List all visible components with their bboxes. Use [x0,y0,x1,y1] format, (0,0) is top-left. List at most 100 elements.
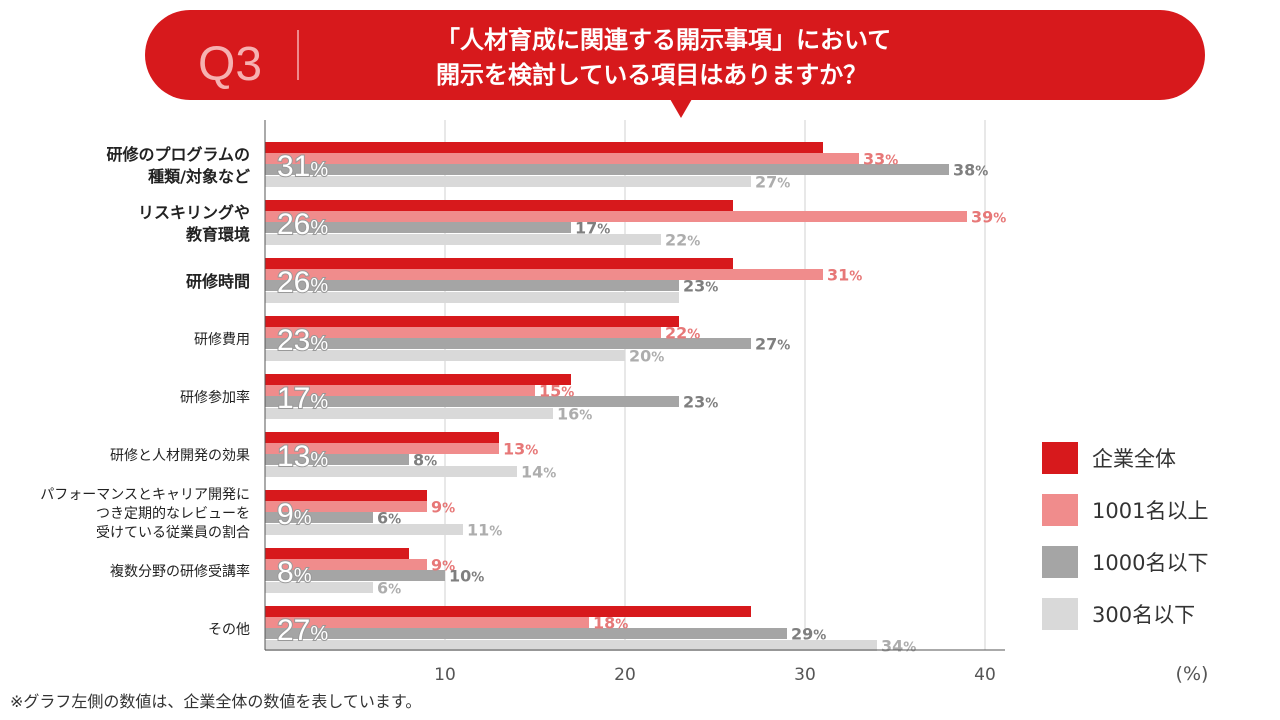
bar [265,443,499,454]
category-labels: 研修のプログラムの種類/対象などリスキリングや教育環境研修時間研修費用研修参加率… [40,145,250,638]
legend: 企業全体 1001名以上 1000名以下 300名以下 [1042,432,1208,640]
category-label: 受けている従業員の割合 [96,524,250,541]
percent-suffix: % [388,513,401,528]
legend-item-all: 企業全体 [1042,432,1208,484]
series-value-label: 8% [413,451,437,470]
overall-value-label: 26% [277,266,328,299]
percent-suffix: % [705,397,718,412]
bar [265,385,535,396]
series-value-label: 14% [521,463,556,482]
percent-suffix: % [849,270,862,285]
percent-suffix: % [777,339,790,354]
legend-label: 300名以下 [1092,603,1196,627]
bar [265,640,877,651]
legend-label: 1000名以下 [1092,551,1209,575]
percent-suffix: % [525,444,538,459]
percent-suffix: % [442,502,455,517]
series-value-label: 23% [683,277,718,296]
series-value-label: 6% [377,579,401,598]
percent-suffix: % [813,629,826,644]
legend-swatch [1042,546,1078,578]
percent-suffix: % [310,623,328,645]
bars: 31% 33% 38%27%26% 39%17%22%26% 31%23%23% 22% 2… [265,142,1006,656]
bar [265,292,679,303]
bar [265,316,679,327]
percent-suffix: % [310,391,328,413]
series-value-label: 38% [953,161,988,180]
series-value-label: 13% [503,440,538,459]
bar [265,176,751,187]
bar [265,396,679,407]
bar [265,222,571,233]
question-line-1: 「人材育成に関連する開示事項」において [436,26,891,54]
axes [264,120,1005,651]
bar [265,211,967,222]
bar [265,617,589,628]
category-label: その他 [208,622,250,638]
percent-suffix: % [597,223,610,238]
percent-suffix: % [885,154,898,169]
percent-suffix: % [489,525,502,540]
percent-suffix: % [579,409,592,424]
bar [265,164,949,175]
percent-suffix: % [388,583,401,598]
percent-suffix: % [975,165,988,180]
bar [265,200,733,211]
x-tick-label: 20 [614,665,636,685]
question-banner: Q3 「人材育成に関連する開示事項」において 開示を検討している項目はありますか… [145,10,1205,118]
bar [265,512,373,523]
unit-label: (%) [1176,663,1209,685]
bar [265,374,571,385]
series-value-label: 27% [755,173,790,192]
bar [265,350,625,361]
category-label: 研修時間 [186,272,250,291]
percent-suffix: % [687,235,700,250]
legend-label: 企業全体 [1092,447,1176,471]
series-value-label: 9% [431,498,455,517]
legend-swatch [1042,598,1078,630]
x-tick-label: 40 [974,665,996,685]
series-value-label: 39% [971,208,1006,227]
category-label: リスキリングや [138,203,250,222]
series-value-label: 17% [575,219,610,238]
percent-suffix: % [615,618,628,633]
x-tick-label: 10 [434,665,456,685]
percent-suffix: % [471,571,484,586]
bar [265,501,427,512]
bar [265,280,679,291]
percent-suffix: % [993,212,1006,227]
footnote: ※グラフ左側の数値は、企業全体の数値を表しています。 [10,692,422,711]
bar [265,269,823,280]
overall-value-label: 17% [277,382,328,415]
percent-suffix: % [310,159,328,181]
category-label: パフォーマンスとキャリア開発に [40,487,250,503]
category-label: 種類/対象など [148,167,250,186]
bar [265,408,553,419]
bar [265,570,445,581]
bar [265,490,427,501]
category-label: 研修参加率 [180,389,250,406]
legend-item-1001-plus: 1001名以上 [1042,484,1208,536]
percent-suffix: % [651,351,664,366]
series-value-label: 20% [629,347,664,366]
percent-suffix: % [310,217,328,239]
bar [265,628,787,639]
bar [265,524,463,535]
percent-suffix: % [543,467,556,482]
category-label: 研修のプログラムの [106,145,250,164]
percent-suffix: % [687,328,700,343]
bar [265,234,661,245]
series-value-label: 18% [593,614,628,633]
series-value-label: 15% [539,382,574,401]
series-value-label: 29% [791,625,826,644]
percent-suffix: % [424,455,437,470]
x-tick-label: 30 [794,665,816,685]
percent-suffix: % [903,641,916,656]
series-value-label: 33% [863,150,898,169]
bar [265,548,409,559]
bar [265,338,751,349]
series-value-label: 27% [755,335,790,354]
series-value-label: 23% [683,393,718,412]
percent-suffix: % [294,565,312,587]
tick-labels: 10 20 30 40 [434,665,996,685]
